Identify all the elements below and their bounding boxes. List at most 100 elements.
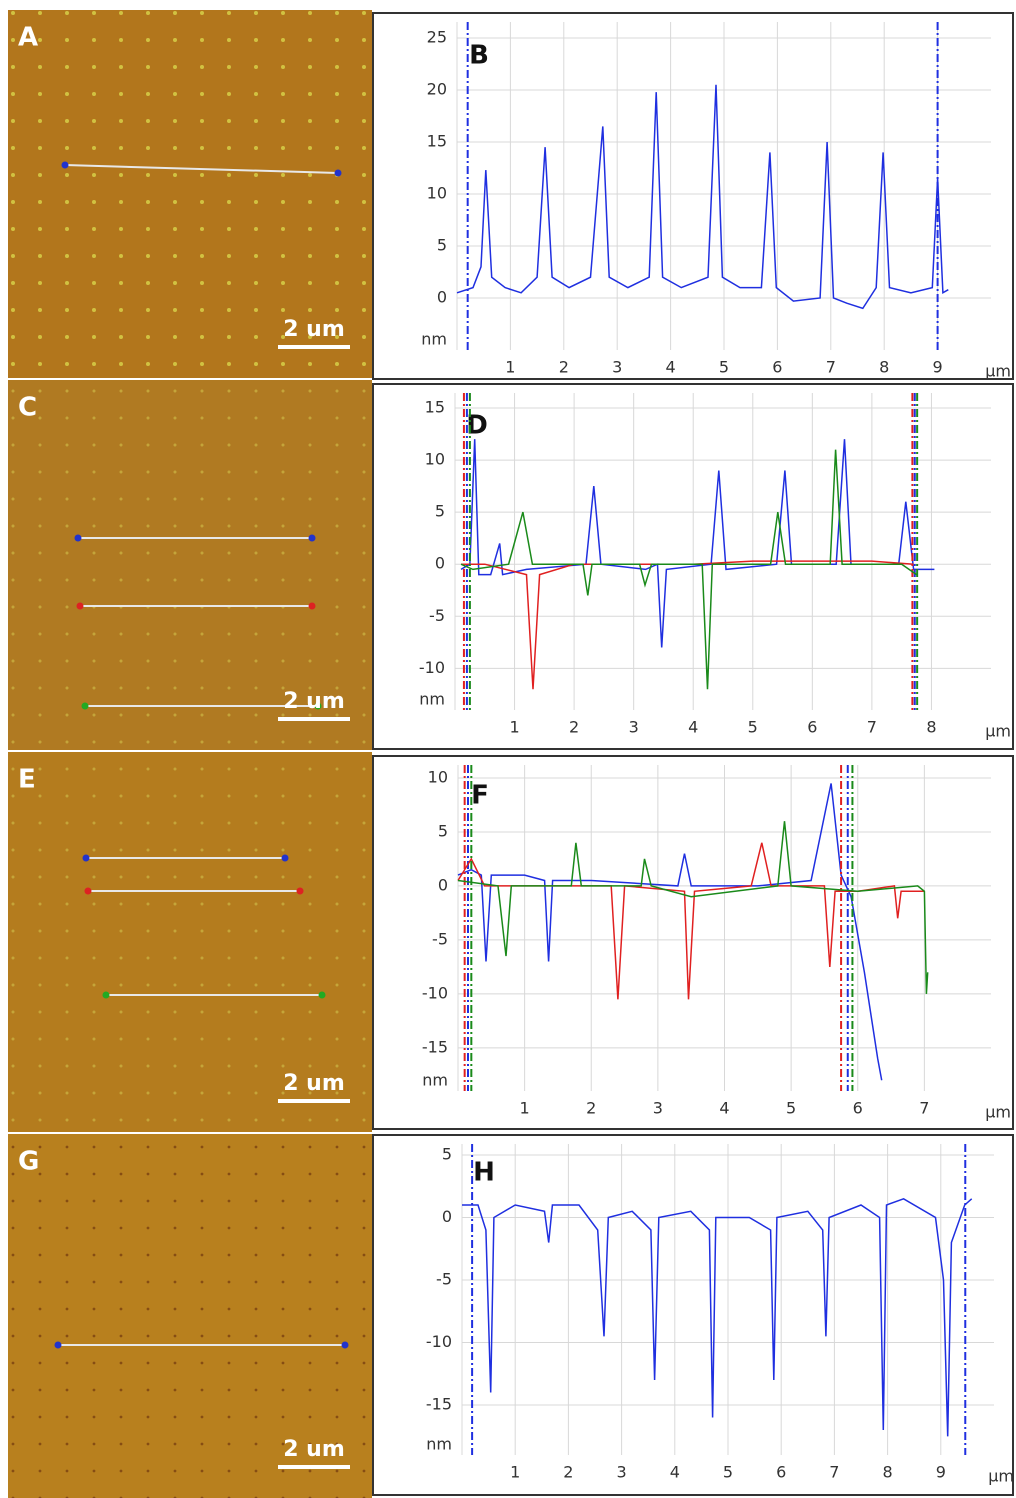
x-tick-label: 7 (867, 718, 877, 737)
chart-frame (372, 1134, 1014, 1496)
afm-dots (8, 1134, 372, 1498)
series-line (460, 439, 935, 648)
scale-label: 2 um (283, 689, 345, 714)
x-tick-label: 1 (510, 1463, 520, 1482)
x-tick-label: 5 (786, 1099, 796, 1118)
x-tick-label: 7 (919, 1099, 929, 1118)
x-tick-label: 8 (926, 718, 936, 737)
x-tick-label: 9 (936, 1463, 946, 1482)
x-tick-label: 4 (719, 1099, 729, 1118)
y-tick-label: 0 (442, 1207, 452, 1226)
x-axis-label: µm (985, 1103, 1011, 1122)
panel-label: E (18, 765, 36, 795)
series-line (457, 783, 883, 1081)
scale-bar (278, 1465, 350, 1469)
y-tick-label: -15 (422, 1037, 448, 1056)
profile-end (318, 991, 326, 999)
y-axis-label: nm (419, 690, 445, 709)
scale-label: 2 um (283, 1071, 345, 1096)
profile-end (341, 1341, 349, 1349)
x-tick-label: 4 (688, 718, 698, 737)
y-tick-label: -10 (422, 983, 448, 1002)
chart-title: D (466, 411, 488, 441)
series-line (456, 84, 949, 310)
x-tick-label: 6 (853, 1099, 863, 1118)
chart-title: F (471, 781, 489, 811)
series-line (462, 1197, 973, 1437)
x-tick-label: 6 (807, 718, 817, 737)
x-tick-label: 5 (748, 718, 758, 737)
y-tick-label: -10 (419, 658, 445, 677)
y-axis-label: nm (426, 1435, 452, 1454)
x-axis-label: µm (988, 1467, 1014, 1486)
y-axis-label: nm (422, 1071, 448, 1090)
x-tick-label: 4 (670, 1463, 680, 1482)
y-tick-label: 0 (435, 554, 445, 573)
y-tick-label: -10 (426, 1332, 452, 1351)
x-tick-label: 1 (505, 358, 515, 377)
x-tick-label: 2 (563, 1463, 573, 1482)
y-tick-label: -15 (426, 1395, 452, 1414)
scale-bar (278, 717, 350, 721)
x-tick-label: 9 (933, 358, 943, 377)
y-tick-label: 15 (425, 398, 445, 417)
x-tick-label: 1 (509, 718, 519, 737)
y-tick-label: 25 (427, 28, 447, 47)
y-tick-label: 10 (427, 184, 447, 203)
x-tick-label: 6 (776, 1463, 786, 1482)
x-tick-label: 4 (666, 358, 676, 377)
y-tick-label: 5 (438, 821, 448, 840)
scale-label: 2 um (283, 1437, 345, 1462)
y-tick-label: 5 (437, 236, 447, 255)
y-tick-label: 5 (435, 502, 445, 521)
x-tick-label: 5 (719, 358, 729, 377)
profile-end (54, 1341, 62, 1349)
y-axis-label: nm (421, 330, 447, 349)
y-tick-label: -5 (432, 929, 448, 948)
x-tick-label: 1 (520, 1099, 530, 1118)
scale-bar (278, 1099, 350, 1103)
scale-label: 2 um (283, 317, 345, 342)
chart-frame (372, 12, 1014, 380)
series-line (460, 449, 918, 690)
panel-label: G (18, 1147, 39, 1177)
profile-end (308, 602, 316, 610)
x-tick-label: 2 (569, 718, 579, 737)
x-tick-label: 8 (883, 1463, 893, 1482)
x-tick-label: 2 (559, 358, 569, 377)
profile-end (84, 887, 92, 895)
afm-dots (8, 752, 372, 1132)
profile-end (281, 854, 289, 862)
profile-line (64, 164, 339, 174)
y-tick-label: 10 (428, 768, 448, 787)
x-tick-label: 3 (612, 358, 622, 377)
x-tick-label: 3 (653, 1099, 663, 1118)
x-tick-label: 3 (617, 1463, 627, 1482)
x-axis-label: µm (985, 722, 1011, 741)
profile-end (82, 854, 90, 862)
series-line (457, 821, 929, 994)
y-tick-label: 0 (437, 288, 447, 307)
afm-dots (8, 10, 372, 378)
x-axis-label: µm (985, 362, 1011, 381)
x-tick-label: 8 (879, 358, 889, 377)
profile-end (314, 702, 322, 710)
x-tick-label: 7 (826, 358, 836, 377)
y-tick-label: 15 (427, 132, 447, 151)
panel-label: C (18, 393, 37, 423)
profile-end (74, 534, 82, 542)
y-tick-label: -5 (436, 1270, 452, 1289)
afm-dots (8, 380, 372, 750)
y-tick-label: 0 (438, 875, 448, 894)
chart-title: H (473, 1158, 495, 1188)
scale-bar (278, 345, 350, 349)
chart-title: B (469, 41, 489, 71)
profile-end (81, 702, 89, 710)
x-tick-label: 3 (629, 718, 639, 737)
x-tick-label: 5 (723, 1463, 733, 1482)
profile-end (296, 887, 304, 895)
profile-end (334, 169, 342, 177)
profile-end (102, 991, 110, 999)
y-tick-label: 10 (425, 450, 445, 469)
